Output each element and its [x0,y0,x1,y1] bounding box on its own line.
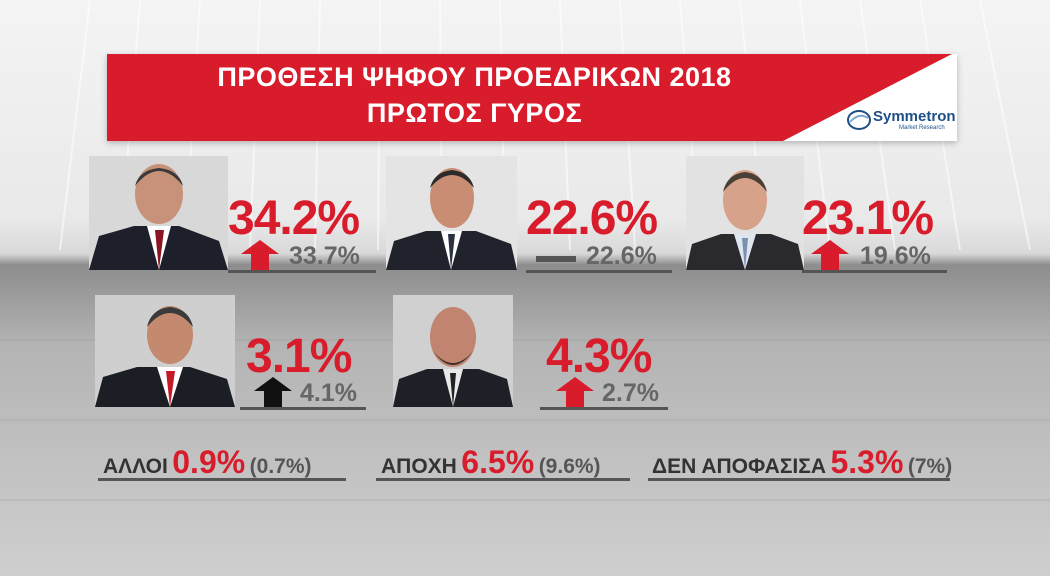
candidate-4-previous: 4.1% [300,379,357,407]
candidate-2-photo [386,156,517,270]
red-up-arrow-icon [241,240,279,270]
candidate-3-underline [802,270,947,273]
candidate-5-photo [393,295,513,407]
symmetron-logo-icon [847,110,871,130]
candidate-2-value: 22.6% [526,192,658,245]
abstention-label: ΑΠΟΧΗ [381,455,457,478]
candidate-4-photo [95,295,235,407]
candidate-1-underline [228,270,376,273]
candidate-1-photo [89,156,228,270]
others-row-2: ΑΠΟΧΗ 6.5% (9.6%) [381,446,601,478]
candidate-1-previous: 33.7% [289,242,360,270]
candidate-2-previous: 22.6% [586,242,657,270]
abstention-value: 6.5% [461,444,535,480]
others-previous: (0.7%) [249,455,312,478]
others-value: 0.9% [172,444,246,480]
undecided-underline [648,478,950,481]
others-row-1: ΑΛΛΟΙ 0.9% (0.7%) [103,446,312,478]
undecided-previous: (7%) [907,455,953,478]
others-row-3: ΔΕΝ ΑΠΟΦΑΣΙΣΑ 5.3% (7%) [652,446,952,478]
candidate-2-underline [526,270,672,273]
candidate-5-underline [540,407,668,410]
candidate-4-underline [240,407,366,410]
red-up-arrow-icon [556,377,594,407]
candidate-5-previous: 2.7% [602,379,659,407]
candidate-3-value: 23.1% [802,192,934,245]
title-line-1: ΠΡΟΘΕΣΗ ΨΗΦΟΥ ΠΡΟΕΔΡΙΚΩΝ 2018 [217,62,732,92]
candidate-5-value: 4.3% [546,330,652,383]
black-up-arrow-icon [254,377,292,407]
title-line-2: ΠΡΩΤΟΣ ΓΥΡΟΣ [366,98,583,128]
undecided-value: 5.3% [830,444,904,480]
others-underline [98,478,346,481]
abstention-underline [376,478,630,481]
candidate-1-value: 34.2% [228,192,360,245]
undecided-label: ΔΕΝ ΑΠΟΦΑΣΙΣΑ [652,455,827,478]
title-banner: ΠΡΟΘΕΣΗ ΨΗΦΟΥ ΠΡΟΕΔΡΙΚΩΝ 2018 ΠΡΩΤΟΣ ΓΥΡ… [107,54,957,141]
dash-icon [536,256,576,262]
others-label: ΑΛΛΟΙ [103,455,168,478]
candidate-4-value: 3.1% [246,330,352,383]
symmetron-logo-text: Symmetron [873,108,956,125]
symmetron-logo: Symmetron Market Research [847,106,956,136]
abstention-previous: (9.6%) [538,455,601,478]
candidate-3-photo [686,156,804,270]
symmetron-logo-subtext: Market Research [899,125,945,131]
candidate-3-previous: 19.6% [860,242,931,270]
red-up-arrow-icon [811,240,849,270]
